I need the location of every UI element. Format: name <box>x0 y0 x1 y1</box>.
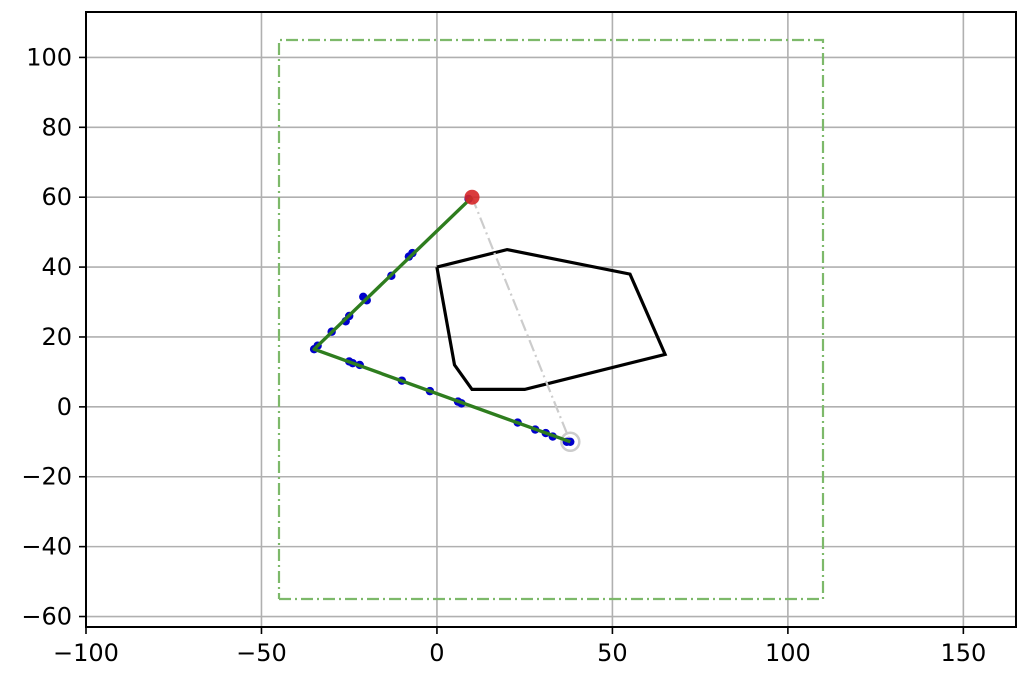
y-tick-label: 80 <box>41 113 72 141</box>
y-tick-label: 60 <box>41 183 72 211</box>
axes-frame <box>85 11 1017 628</box>
y-tick-label: −20 <box>21 463 72 491</box>
x-tick-label: −50 <box>236 639 287 667</box>
axes: −100 −50 0 50 100 150 −60 −40 −20 0 20 40 60 80 100 <box>21 11 1017 667</box>
path-line <box>312 195 571 444</box>
x-tick-label: −100 <box>53 639 119 667</box>
y-tick-label: 20 <box>41 323 72 351</box>
obstacle-polygon <box>435 247 668 391</box>
boundary-line <box>277 38 825 601</box>
x-tick-label: 150 <box>940 639 986 667</box>
x-tick-label: 0 <box>429 639 444 667</box>
goal-point <box>560 431 581 453</box>
start-point <box>464 189 480 205</box>
y-tick-label: 40 <box>41 253 72 281</box>
x-tick-label: 100 <box>765 639 811 667</box>
y-tick-label: −60 <box>21 603 72 631</box>
plot-area <box>277 38 825 601</box>
y-tick-label: 0 <box>57 393 72 421</box>
x-tick-label: 50 <box>597 639 628 667</box>
y-tick-label: −40 <box>21 533 72 561</box>
y-tick-label: 100 <box>26 43 72 71</box>
grid-lines <box>85 12 1016 627</box>
